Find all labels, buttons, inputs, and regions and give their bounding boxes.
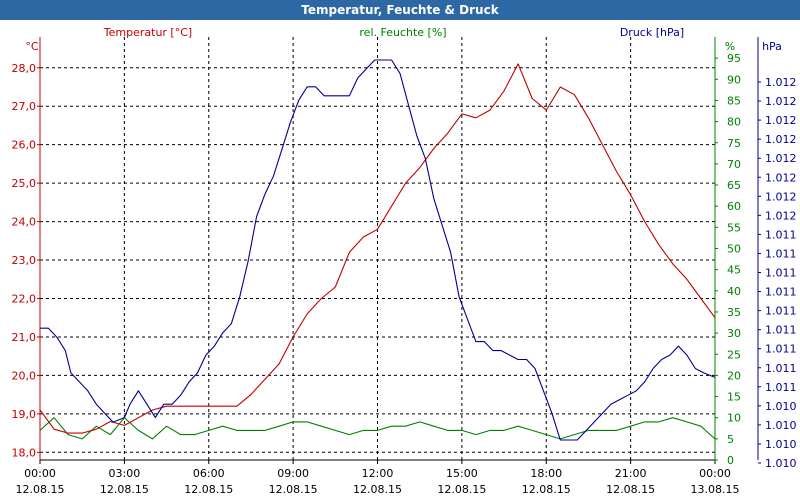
pressure-tick-label: 1.012 <box>765 95 797 108</box>
humidity-tick-label: 0 <box>727 454 734 467</box>
pressure-tick-label: 1.011 <box>765 228 797 241</box>
humidity-tick-label: 60 <box>727 200 741 213</box>
humidity-tick-label: 25 <box>727 348 741 361</box>
pressure-tick-label: 1.012 <box>765 152 797 165</box>
humidity-tick-label: 15 <box>727 391 741 404</box>
pressure-tick-label: 1.012 <box>765 76 797 89</box>
humidity-tick-label: 80 <box>727 116 741 129</box>
pressure-unit-label: hPa <box>762 40 782 53</box>
pressure-tick-label: 1.011 <box>765 381 797 394</box>
x-tick-time-label: 21:00 <box>615 467 647 480</box>
temperature-tick-label: 24,0 <box>12 216 37 229</box>
temperature-tick-label: 28,0 <box>12 62 37 75</box>
humidity-tick-label: 85 <box>727 94 741 107</box>
x-tick-date-label: 12.08.15 <box>184 483 233 496</box>
x-tick-date-label: 12.08.15 <box>100 483 149 496</box>
x-tick-time-label: 12:00 <box>362 467 394 480</box>
humidity-tick-label: 55 <box>727 221 741 234</box>
pressure-tick-label: 1.010 <box>765 419 797 432</box>
pressure-tick-label: 1.011 <box>765 247 797 260</box>
humidity-tick-label: 50 <box>727 243 741 256</box>
chart-svg: °C Temperatur [°C] rel. Feuchte [%] Druc… <box>12 26 797 496</box>
pressure-tick-label: 1.011 <box>765 305 797 318</box>
x-tick-time-label: 03:00 <box>109 467 141 480</box>
temperature-tick-label: 18,0 <box>12 446 37 459</box>
temperature-tick-label: 22,0 <box>12 292 37 305</box>
humidity-tick-label: 35 <box>727 306 741 319</box>
x-tick-date-label: 12.08.15 <box>16 483 65 496</box>
humidity-tick-label: 65 <box>727 179 741 192</box>
humidity-tick-label: 5 <box>727 433 734 446</box>
humidity-tick-label: 40 <box>727 285 741 298</box>
humidity-tick-label: 70 <box>727 158 741 171</box>
chart-canvas: °C Temperatur [°C] rel. Feuchte [%] Druc… <box>0 20 800 500</box>
pressure-tick-label: 1.011 <box>765 343 797 356</box>
pressure-tick-label: 1.012 <box>765 133 797 146</box>
pressure-tick-label: 1.011 <box>765 324 797 337</box>
temperature-tick-label: 26,0 <box>12 139 37 152</box>
x-tick-time-label: 06:00 <box>193 467 225 480</box>
temperature-tick-label: 20,0 <box>12 369 37 382</box>
humidity-unit-label: % <box>725 40 735 53</box>
x-tick-time-label: 18:00 <box>530 467 562 480</box>
humidity-series-label: rel. Feuchte [%] <box>359 26 446 39</box>
x-tick-time-label: 00:00 <box>699 467 731 480</box>
humidity-tick-label: 20 <box>727 369 741 382</box>
chart-title: Temperatur, Feuchte & Druck <box>0 0 800 20</box>
x-tick-time-label: 00:00 <box>24 467 56 480</box>
humidity-series-line <box>39 417 716 440</box>
pressure-tick-label: 1.012 <box>765 171 797 184</box>
temperature-tick-label: 19,0 <box>12 408 37 421</box>
humidity-tick-label: 95 <box>727 52 741 65</box>
humidity-tick-label: 10 <box>727 412 741 425</box>
pressure-tick-label: 1.011 <box>765 267 797 280</box>
pressure-tick-label: 1.012 <box>765 190 797 203</box>
x-tick-date-label: 12.08.15 <box>437 483 486 496</box>
temperature-tick-label: 23,0 <box>12 254 37 267</box>
temperature-series-label: Temperatur [°C] <box>103 26 192 39</box>
humidity-tick-label: 90 <box>727 73 741 86</box>
pressure-series-line <box>40 59 716 441</box>
temperature-tick-label: 27,0 <box>12 100 37 113</box>
pressure-tick-label: 1.012 <box>765 209 797 222</box>
pressure-tick-label: 1.012 <box>765 114 797 127</box>
humidity-tick-label: 75 <box>727 137 741 150</box>
pressure-tick-label: 1.010 <box>765 400 797 413</box>
temperature-series-line <box>39 63 716 434</box>
x-tick-date-label: 12.08.15 <box>522 483 571 496</box>
temperature-tick-label: 25,0 <box>12 177 37 190</box>
x-tick-date-label: 12.08.15 <box>269 483 318 496</box>
pressure-tick-label: 1.011 <box>765 362 797 375</box>
pressure-tick-label: 1.010 <box>765 438 797 451</box>
humidity-tick-label: 45 <box>727 264 741 277</box>
temperature-unit-label: °C <box>25 40 39 53</box>
x-tick-time-label: 15:00 <box>446 467 478 480</box>
x-tick-date-label: 12.08.15 <box>606 483 655 496</box>
pressure-tick-label: 1.011 <box>765 286 797 299</box>
pressure-series-label: Druck [hPa] <box>620 26 684 39</box>
x-tick-time-label: 09:00 <box>277 467 309 480</box>
x-tick-date-label: 13.08.15 <box>691 483 740 496</box>
humidity-tick-label: 30 <box>727 327 741 340</box>
temperature-tick-label: 21,0 <box>12 331 37 344</box>
pressure-tick-label: 1.010 <box>765 457 797 470</box>
x-tick-date-label: 12.08.15 <box>353 483 402 496</box>
